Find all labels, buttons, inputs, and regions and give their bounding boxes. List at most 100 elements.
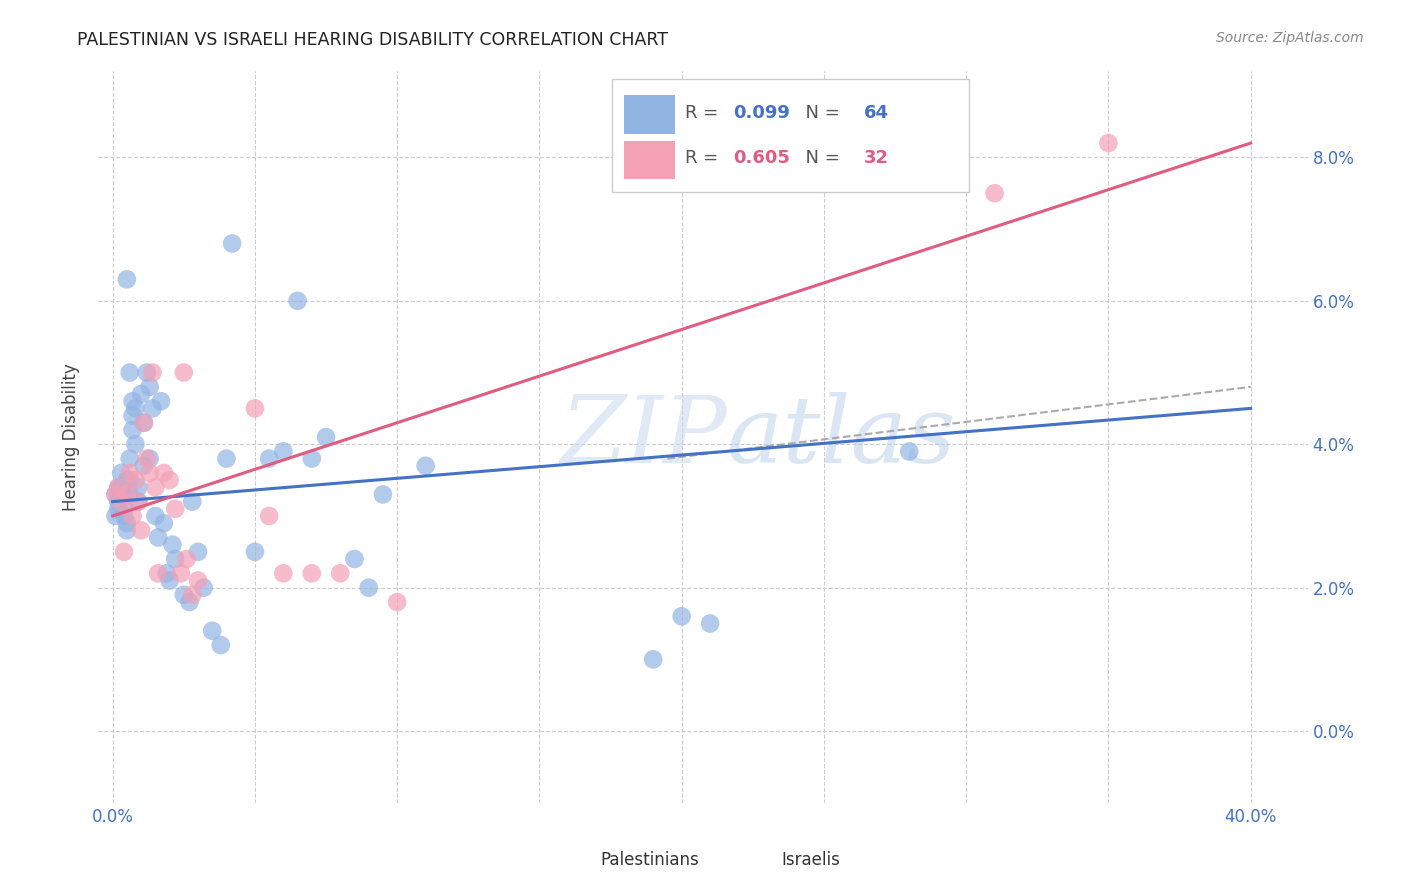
Point	[138, 380, 160, 394]
Text: atlas: atlas	[727, 392, 956, 482]
Point	[699, 616, 721, 631]
Point	[146, 566, 169, 581]
Point	[121, 423, 143, 437]
Point	[118, 466, 141, 480]
Point	[118, 451, 141, 466]
Point	[127, 494, 149, 508]
Point	[129, 524, 152, 538]
Point	[385, 595, 408, 609]
Point	[121, 409, 143, 423]
Text: R =: R =	[685, 104, 724, 122]
Point	[187, 545, 209, 559]
Point	[153, 466, 176, 480]
FancyBboxPatch shape	[624, 141, 675, 179]
Point	[104, 487, 127, 501]
Point	[127, 494, 149, 508]
Point	[138, 451, 160, 466]
Point	[124, 401, 146, 416]
Point	[138, 466, 160, 480]
Point	[179, 595, 201, 609]
Point	[107, 480, 129, 494]
Point	[143, 480, 166, 494]
Point	[121, 508, 143, 523]
Point	[141, 401, 163, 416]
Point	[173, 366, 195, 380]
Point	[121, 394, 143, 409]
Point	[132, 416, 155, 430]
Point	[329, 566, 352, 581]
Point	[129, 387, 152, 401]
FancyBboxPatch shape	[624, 95, 675, 134]
Point	[159, 574, 181, 588]
Point	[315, 430, 337, 444]
Point	[301, 566, 323, 581]
Point	[115, 524, 138, 538]
Point	[112, 487, 135, 501]
Point	[143, 508, 166, 523]
Point	[124, 437, 146, 451]
Point	[643, 652, 665, 666]
Point	[193, 581, 215, 595]
Point	[107, 480, 129, 494]
Point	[115, 516, 138, 530]
Point	[287, 293, 309, 308]
Point	[162, 538, 184, 552]
Point	[165, 552, 187, 566]
Text: 64: 64	[863, 104, 889, 122]
FancyBboxPatch shape	[737, 847, 776, 872]
Point	[357, 581, 380, 595]
Point	[257, 508, 280, 523]
Point	[209, 638, 232, 652]
Point	[221, 236, 243, 251]
Point	[898, 444, 921, 458]
Text: Palestinians: Palestinians	[600, 851, 699, 869]
Point	[257, 451, 280, 466]
Point	[176, 552, 198, 566]
Point	[243, 545, 266, 559]
Y-axis label: Hearing Disability: Hearing Disability	[62, 363, 80, 511]
Point	[127, 480, 149, 494]
Point	[243, 401, 266, 416]
Point	[215, 451, 238, 466]
Point	[173, 588, 195, 602]
Point	[343, 552, 366, 566]
Point	[301, 451, 323, 466]
Point	[112, 508, 135, 523]
Point	[135, 451, 157, 466]
Point	[159, 473, 181, 487]
Point	[150, 394, 173, 409]
Point	[181, 588, 204, 602]
Point	[110, 487, 132, 501]
Point	[153, 516, 176, 530]
Point	[115, 487, 138, 501]
Point	[671, 609, 693, 624]
Point	[115, 473, 138, 487]
Point	[110, 480, 132, 494]
Text: Israelis: Israelis	[782, 851, 841, 869]
Text: N =: N =	[793, 104, 845, 122]
Point	[983, 186, 1005, 201]
Text: PALESTINIAN VS ISRAELI HEARING DISABILITY CORRELATION CHART: PALESTINIAN VS ISRAELI HEARING DISABILIT…	[77, 31, 668, 49]
Point	[187, 574, 209, 588]
Point	[141, 366, 163, 380]
Point	[107, 494, 129, 508]
Text: R =: R =	[685, 149, 724, 168]
Point	[112, 545, 135, 559]
Point	[107, 501, 129, 516]
Point	[132, 458, 155, 473]
Point	[104, 487, 127, 501]
Point	[112, 501, 135, 516]
Point	[273, 566, 295, 581]
Point	[273, 444, 295, 458]
Point	[118, 366, 141, 380]
Point	[135, 366, 157, 380]
Point	[371, 487, 394, 501]
Text: ZIP: ZIP	[561, 392, 727, 482]
Text: 32: 32	[863, 149, 889, 168]
Point	[118, 473, 141, 487]
Point	[181, 494, 204, 508]
Text: 0.605: 0.605	[734, 149, 790, 168]
Point	[1097, 136, 1119, 150]
Text: Source: ZipAtlas.com: Source: ZipAtlas.com	[1216, 31, 1364, 45]
Point	[415, 458, 437, 473]
